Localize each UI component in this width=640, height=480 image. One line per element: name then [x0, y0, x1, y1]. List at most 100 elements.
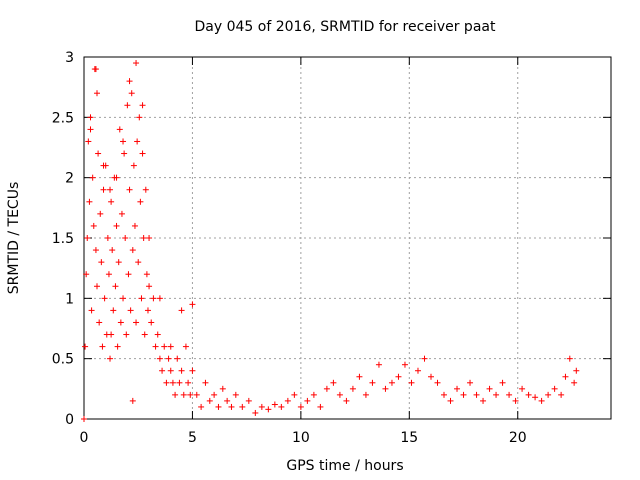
- data-point: [139, 150, 146, 157]
- data-point: [486, 385, 493, 392]
- data-point: [100, 186, 107, 193]
- data-point: [493, 391, 500, 398]
- data-point: [558, 391, 565, 398]
- x-axis-label: GPS time / hours: [286, 458, 403, 474]
- data-point: [135, 259, 142, 266]
- data-point: [258, 403, 265, 410]
- data-point: [219, 385, 226, 392]
- data-point: [239, 403, 246, 410]
- data-point: [499, 379, 506, 386]
- plot-frame: [83, 56, 612, 420]
- data-point: [87, 126, 94, 133]
- data-point: [304, 397, 311, 404]
- y-tick-label: 1: [65, 291, 74, 307]
- x-tick-label: 15: [400, 430, 418, 446]
- data-point: [224, 397, 231, 404]
- data-point: [140, 235, 147, 241]
- x-tick-label: 0: [80, 430, 89, 446]
- data-point: [113, 222, 120, 229]
- data-point: [84, 235, 91, 241]
- data-point: [519, 385, 526, 392]
- data-point: [323, 385, 330, 392]
- data-point: [121, 150, 128, 157]
- x-tick-label: 10: [292, 430, 310, 446]
- data-point: [85, 138, 92, 145]
- data-point: [375, 361, 382, 368]
- x-tick-label: 20: [509, 430, 527, 446]
- data-point: [137, 198, 144, 205]
- data-point: [143, 271, 150, 278]
- data-point: [297, 403, 304, 410]
- data-point: [408, 379, 415, 386]
- data-point: [139, 102, 146, 109]
- data-point: [129, 247, 136, 254]
- data-point: [126, 186, 133, 193]
- data-point: [127, 307, 134, 314]
- data-point: [115, 259, 122, 266]
- data-point: [172, 391, 179, 398]
- data-point: [193, 391, 200, 398]
- data-point: [141, 331, 148, 338]
- data-point: [146, 283, 153, 290]
- data-point: [108, 331, 115, 338]
- data-point: [89, 174, 96, 181]
- data-point: [206, 397, 213, 404]
- data-point: [134, 138, 141, 145]
- data-point: [202, 379, 209, 386]
- y-tick-label: 0: [65, 412, 74, 428]
- data-point: [382, 385, 389, 392]
- data-point: [441, 391, 448, 398]
- data-point: [176, 379, 183, 386]
- data-point: [232, 391, 239, 398]
- data-point: [107, 355, 114, 362]
- data-point: [107, 186, 114, 193]
- x-tick-label: 5: [188, 430, 197, 446]
- data-point: [180, 391, 187, 398]
- data-point: [87, 114, 94, 121]
- data-point: [573, 367, 580, 374]
- data-points: [81, 60, 580, 422]
- data-point: [336, 391, 343, 398]
- data-point: [133, 60, 140, 67]
- data-point: [125, 271, 132, 278]
- data-point: [114, 343, 121, 350]
- data-point: [94, 283, 101, 290]
- data-point: [178, 367, 185, 374]
- data-point: [562, 373, 569, 380]
- data-point: [252, 409, 259, 416]
- data-point: [136, 114, 143, 121]
- data-point: [117, 319, 124, 326]
- data-point: [129, 397, 136, 404]
- data-point: [525, 391, 532, 398]
- data-point: [138, 295, 145, 302]
- data-point: [97, 210, 104, 217]
- data-point: [100, 162, 107, 169]
- data-point: [185, 379, 192, 386]
- data-point: [349, 385, 356, 392]
- data-point: [116, 126, 123, 133]
- data-point: [165, 355, 172, 362]
- data-point: [105, 271, 112, 278]
- data-point: [182, 343, 189, 350]
- chart-title: Day 045 of 2016, SRMTID for receiver paa…: [195, 19, 496, 35]
- data-point: [163, 379, 170, 386]
- data-point: [545, 391, 552, 398]
- data-point: [124, 102, 131, 109]
- data-point: [343, 397, 350, 404]
- axis-ticks: 0 5 10 15 20 0 0.5 1 1.5 2 2.5 3: [52, 50, 611, 446]
- data-point: [310, 391, 317, 398]
- data-point: [447, 397, 454, 404]
- data-point: [174, 355, 181, 362]
- data-point: [108, 198, 115, 205]
- data-point: [228, 403, 235, 410]
- data-point: [198, 403, 205, 410]
- data-point: [146, 235, 153, 241]
- data-point: [356, 373, 363, 380]
- data-point: [86, 198, 93, 205]
- data-point: [120, 295, 127, 302]
- data-point: [369, 379, 376, 386]
- data-point: [109, 247, 116, 254]
- data-point: [388, 379, 395, 386]
- data-point: [159, 367, 166, 374]
